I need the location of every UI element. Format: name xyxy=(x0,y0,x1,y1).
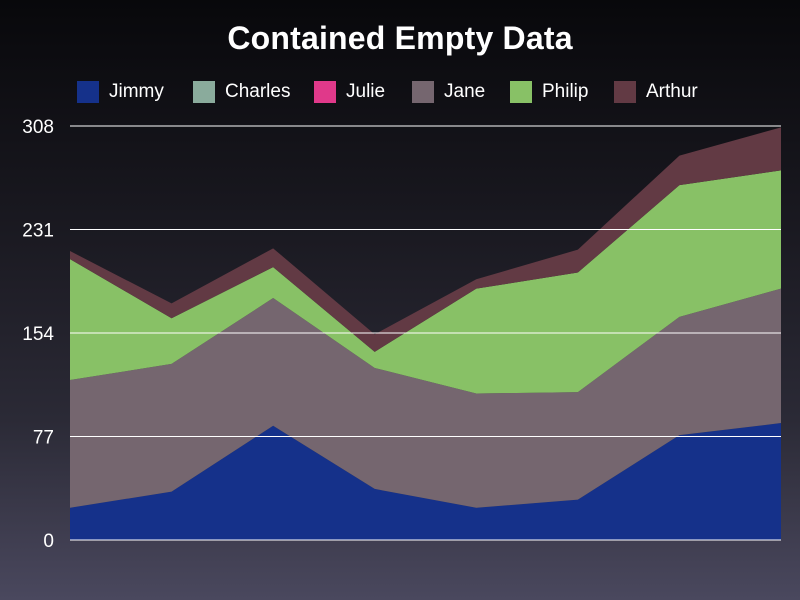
legend-swatch-julie xyxy=(314,81,336,103)
legend-item-jane[interactable]: Jane xyxy=(412,78,485,106)
legend-item-jimmy[interactable]: Jimmy xyxy=(77,78,164,106)
y-tick-label-77: 77 xyxy=(33,428,54,449)
chart-title: Contained Empty Data xyxy=(227,20,573,56)
area-philip[interactable] xyxy=(70,170,781,394)
area-jane[interactable] xyxy=(70,288,781,508)
legend-swatch-charles xyxy=(193,81,215,103)
area-arthur[interactable] xyxy=(70,127,781,352)
legend-swatch-jane xyxy=(412,81,434,103)
legend-label-charles: Charles xyxy=(225,81,291,102)
legend-swatch-jimmy xyxy=(77,81,99,103)
y-tick-label-231: 231 xyxy=(22,221,54,242)
legend-label-jane: Jane xyxy=(444,81,486,102)
y-tick-label-308: 308 xyxy=(22,117,54,138)
legend: Jimmy Charles Julie Jane Philip Arthur xyxy=(0,78,800,106)
y-tick-label-0: 0 xyxy=(43,531,54,552)
legend-swatch-arthur xyxy=(614,81,636,103)
legend-label-julie: Julie xyxy=(346,81,386,102)
legend-item-arthur[interactable]: Arthur xyxy=(614,78,698,106)
area-series-group xyxy=(70,127,781,540)
y-tick-label-154: 154 xyxy=(22,324,54,345)
legend-item-julie[interactable]: Julie xyxy=(314,78,385,106)
legend-item-charles[interactable]: Charles xyxy=(193,78,290,106)
legend-swatch-philip xyxy=(510,81,532,103)
legend-item-philip[interactable]: Philip xyxy=(510,78,588,106)
legend-label-philip: Philip xyxy=(542,81,589,102)
area-jimmy[interactable] xyxy=(70,423,781,540)
legend-label-arthur: Arthur xyxy=(646,81,698,102)
legend-label-jimmy: Jimmy xyxy=(109,81,164,102)
